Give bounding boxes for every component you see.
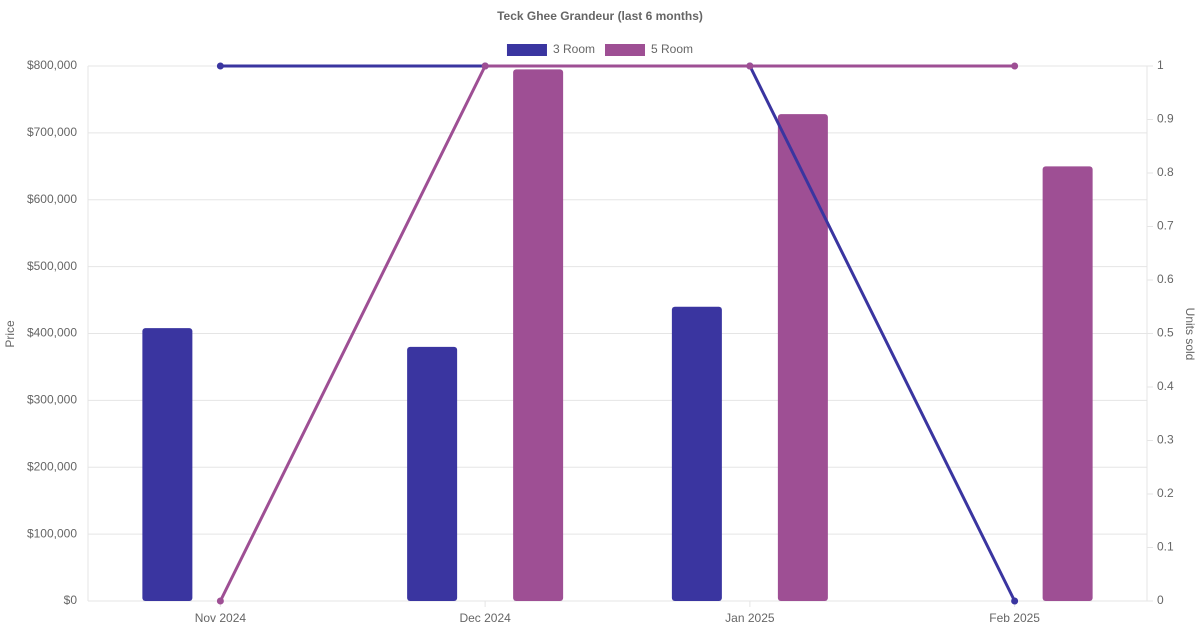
y2-tick-label: 0.7 (1157, 219, 1174, 233)
legend-label: 3 Room (553, 42, 595, 56)
bar (671, 306, 722, 601)
y2-tick-label: 0.3 (1157, 433, 1174, 447)
y-tick-label: $700,000 (27, 125, 77, 139)
y2-tick-label: 0.5 (1157, 326, 1174, 340)
bar (513, 69, 564, 601)
legend-swatch (605, 44, 645, 56)
y-tick-label: $600,000 (27, 192, 77, 206)
legend-label: 5 Room (651, 42, 693, 56)
y-tick-label: $200,000 (27, 459, 77, 473)
y-axis-title: Price (3, 320, 17, 348)
y-tick-label: $300,000 (27, 393, 77, 407)
y2-tick-label: 0.2 (1157, 486, 1174, 500)
x-tick-label: Nov 2024 (195, 611, 247, 625)
y2-tick-label: 0.4 (1157, 379, 1174, 393)
bar (142, 328, 193, 601)
y2-axis-title: Units sold (1183, 308, 1197, 361)
x-tick-label: Feb 2025 (989, 611, 1040, 625)
y2-tick-label: 0.1 (1157, 540, 1174, 554)
y2-tick-label: 0 (1157, 593, 1164, 607)
line-point (216, 597, 224, 605)
line-point (1011, 597, 1019, 605)
y2-tick-label: 0.6 (1157, 272, 1174, 286)
y2-tick-label: 0.8 (1157, 165, 1174, 179)
y-tick-label: $100,000 (27, 526, 77, 540)
chart-title: Teck Ghee Grandeur (last 6 months) (497, 9, 703, 23)
legend-swatch (506, 44, 547, 56)
bar (1042, 166, 1093, 601)
y-tick-label: $500,000 (27, 259, 77, 273)
y2-tick-label: 0.9 (1157, 112, 1174, 126)
y-tick-label: $800,000 (27, 58, 77, 72)
line-point (746, 62, 754, 70)
bar (777, 114, 828, 602)
line (219, 64, 1015, 602)
y-tick-label: $0 (64, 593, 78, 607)
x-tick-label: Jan 2025 (725, 611, 775, 625)
x-tick-label: Dec 2024 (459, 611, 511, 625)
line-point (481, 62, 489, 70)
bar (407, 346, 458, 601)
line-point (216, 62, 224, 70)
y-tick-label: $400,000 (27, 326, 77, 340)
y2-tick-label: 1 (1157, 58, 1164, 72)
line-point (1011, 62, 1019, 70)
